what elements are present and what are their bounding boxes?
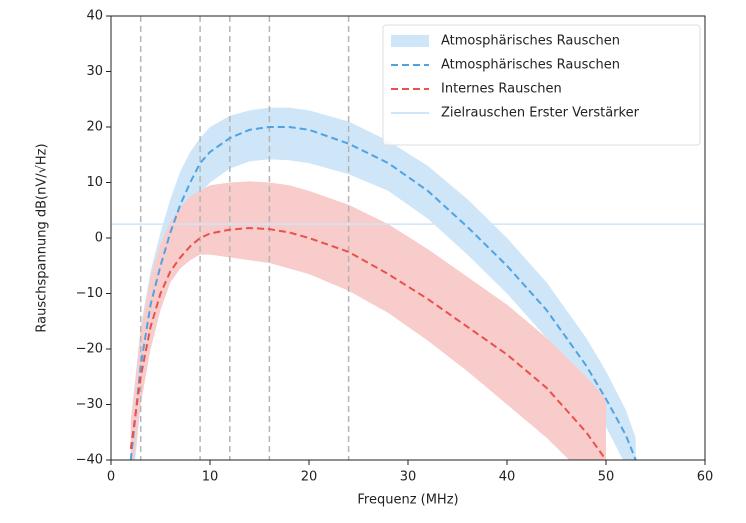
y-tick-label: −10 xyxy=(76,286,103,301)
y-tick-label: 30 xyxy=(86,64,103,79)
x-tick-label: 30 xyxy=(400,470,417,485)
y-tick-label: −40 xyxy=(76,453,103,468)
y-tick-label: 20 xyxy=(86,120,103,135)
x-tick-label: 60 xyxy=(697,470,714,485)
x-tick-label: 20 xyxy=(301,470,318,485)
y-tick-label: 0 xyxy=(95,231,103,246)
x-tick-label: 40 xyxy=(499,470,516,485)
confidence-band xyxy=(130,181,606,460)
y-tick-label: −20 xyxy=(76,342,103,357)
legend-label: Internes Rauschen xyxy=(441,82,562,97)
series-line xyxy=(129,227,607,460)
x-axis-label: Frequenz (MHz) xyxy=(357,493,458,508)
y-tick-label: 40 xyxy=(86,9,103,24)
x-tick-label: 0 xyxy=(107,470,115,485)
x-tick-label: 50 xyxy=(598,470,615,485)
legend-label: Zielrauschen Erster Verstärker xyxy=(441,106,640,121)
plot-area xyxy=(111,16,705,460)
legend-swatch xyxy=(391,35,429,47)
y-axis-label: Rauschspannung dB(nV/√Hz) xyxy=(35,143,50,332)
series-line xyxy=(129,126,637,460)
confidence-band xyxy=(130,107,636,460)
legend-label: Atmosphärisches Rauschen xyxy=(441,34,620,49)
legend-label: Atmosphärisches Rauschen xyxy=(441,58,620,73)
y-tick-label: 10 xyxy=(86,175,103,190)
x-tick-label: 10 xyxy=(202,470,219,485)
legend-box xyxy=(382,24,701,146)
y-tick-label: −30 xyxy=(76,397,103,412)
